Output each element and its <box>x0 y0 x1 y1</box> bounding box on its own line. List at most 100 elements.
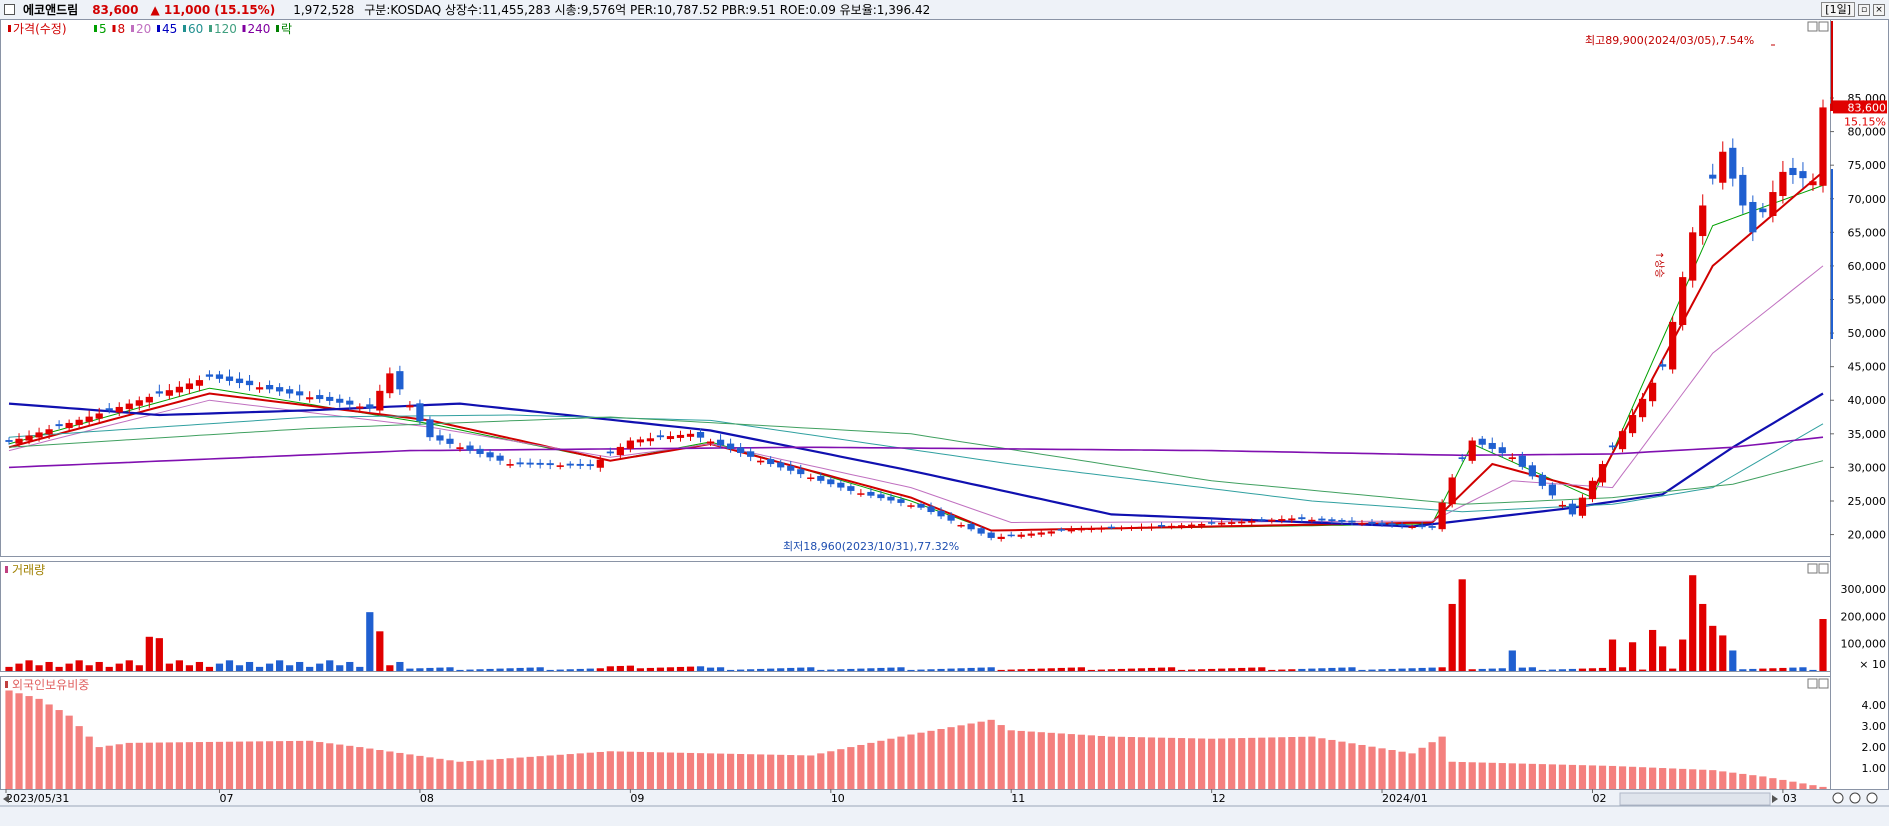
volume-bar <box>1187 669 1196 671</box>
candle-body <box>676 434 685 438</box>
foreign-ratio-bar <box>1759 776 1767 789</box>
close-icon[interactable]: × <box>1873 3 1885 16</box>
candle-body <box>1538 474 1546 486</box>
foreign-ratio-bar <box>1137 737 1146 789</box>
candle-body <box>1809 181 1817 186</box>
stock-name: 에코앤드림 <box>23 3 79 17</box>
foreign-ratio-bar <box>1127 737 1136 789</box>
foreign-ratio-bar <box>706 753 715 789</box>
foreign-ratio-bar <box>1618 766 1627 789</box>
candle-body <box>1077 528 1085 531</box>
foreign-ratio-bar <box>1468 762 1476 789</box>
volume-bar <box>1438 667 1446 671</box>
volume-y-tick-label: 300,000 <box>1841 583 1887 596</box>
candle-body <box>646 438 655 442</box>
candle-body <box>1208 522 1216 524</box>
volume-bar <box>1729 650 1737 671</box>
foreign-ratio-bar <box>1157 737 1166 789</box>
price-panel-close-icon[interactable] <box>1818 21 1829 32</box>
foreign-ratio-bar <box>777 754 785 789</box>
candle-body <box>1238 521 1246 524</box>
x-axis-label: 09 <box>630 792 644 805</box>
volume-bar <box>636 668 645 671</box>
foreign-ratio-bar <box>907 734 915 789</box>
foreign-panel-close-icon[interactable] <box>1818 678 1829 689</box>
legend-swatch <box>183 25 186 32</box>
volume-bar <box>5 666 13 671</box>
zoom-out-icon[interactable] <box>1832 792 1844 804</box>
restore-icon[interactable]: ▫ <box>1858 3 1870 16</box>
foreign-ratio-bar <box>1548 764 1557 789</box>
zoom-in-icon[interactable] <box>1849 792 1861 804</box>
candle-body <box>957 524 965 527</box>
legend-item: 가격(수정) <box>13 22 67 36</box>
foreign-ratio-bar <box>1498 763 1506 789</box>
foreign-ratio-bar <box>1057 733 1065 789</box>
foreign-ratio-bar <box>1799 783 1807 789</box>
foreign-ratio-bar <box>45 704 53 789</box>
foreign-ratio-bar <box>977 721 985 789</box>
volume-bar <box>145 636 153 671</box>
foreign-ratio-bar <box>847 747 855 789</box>
stock-info: 구분:KOSDAQ 상장수:11,455,283 시총:9,576억 PER:1… <box>364 3 931 17</box>
volume-panel-maximize-icon[interactable] <box>1807 563 1818 574</box>
horizontal-scrollbar-thumb[interactable] <box>1619 792 1771 806</box>
candle-body <box>255 387 264 390</box>
candle-body <box>1228 522 1236 524</box>
foreign-ratio-bar <box>676 752 685 789</box>
candle-body <box>1608 445 1617 448</box>
candle-body <box>877 494 885 499</box>
foreign-ratio-bar <box>356 747 364 789</box>
candle-body <box>286 389 294 394</box>
foreign-ratio-bar <box>75 726 83 789</box>
volume-bar <box>967 667 975 671</box>
foreign-ratio-bar <box>1218 738 1226 789</box>
scroll-right-icon[interactable] <box>1772 795 1778 803</box>
candle-body <box>1358 523 1366 525</box>
volume-bar <box>1288 669 1296 671</box>
foreign-ratio-bar <box>1749 775 1757 789</box>
legend-item: 8 <box>118 22 126 36</box>
legend-swatch <box>112 25 116 32</box>
foreign-panel-maximize-icon[interactable] <box>1807 678 1818 689</box>
foreign-ratio-bar <box>326 743 334 789</box>
candle-body <box>747 451 755 457</box>
current-price-box <box>1833 100 1887 114</box>
volume-bar <box>1679 639 1687 671</box>
candle-body <box>296 391 304 396</box>
trade-volume: 1,972,528 <box>293 2 355 17</box>
price-panel-maximize-icon[interactable] <box>1807 21 1818 32</box>
candle-body <box>1007 534 1015 537</box>
volume-bar <box>25 660 33 671</box>
volume-bar <box>1308 668 1316 671</box>
foreign-ratio-bar <box>155 742 163 789</box>
candle-body <box>195 380 204 386</box>
candle-body <box>446 438 454 444</box>
scroll-left-icon[interactable] <box>3 795 9 803</box>
moving-average-ma8 <box>8 171 1824 532</box>
volume-bar <box>1719 635 1727 671</box>
candle-body <box>1478 438 1486 445</box>
price-range-bar-down <box>1831 169 1833 339</box>
volume-bar <box>807 667 815 671</box>
volume-panel-close-icon[interactable] <box>1818 563 1829 574</box>
foreign-ratio-bar <box>626 751 634 789</box>
foreign-ratio-bar <box>1709 770 1717 789</box>
chart-area[interactable]: 85,00080,00075,00070,00065,00060,00055,0… <box>0 19 1889 826</box>
legend-item: 20 <box>136 22 151 36</box>
zoom-reset-icon[interactable] <box>1866 792 1878 804</box>
candle-body <box>165 390 173 396</box>
legend-item: 240 <box>248 22 271 36</box>
foreign-ratio-bar <box>937 728 945 789</box>
foreign-ratio-bar <box>1288 737 1296 789</box>
foreign-ratio-bar <box>636 751 645 789</box>
panel-checkbox[interactable] <box>4 4 15 15</box>
candle-body <box>1779 171 1787 197</box>
foreign-ratio-bar <box>917 732 925 789</box>
volume-bar <box>1558 669 1567 671</box>
foreign-ratio-bar <box>1699 769 1707 789</box>
volume-bar <box>1238 667 1246 671</box>
foreign-ratio-bar <box>396 752 404 789</box>
volume-bar <box>1137 668 1146 671</box>
period-button[interactable]: [1일] <box>1821 2 1855 17</box>
